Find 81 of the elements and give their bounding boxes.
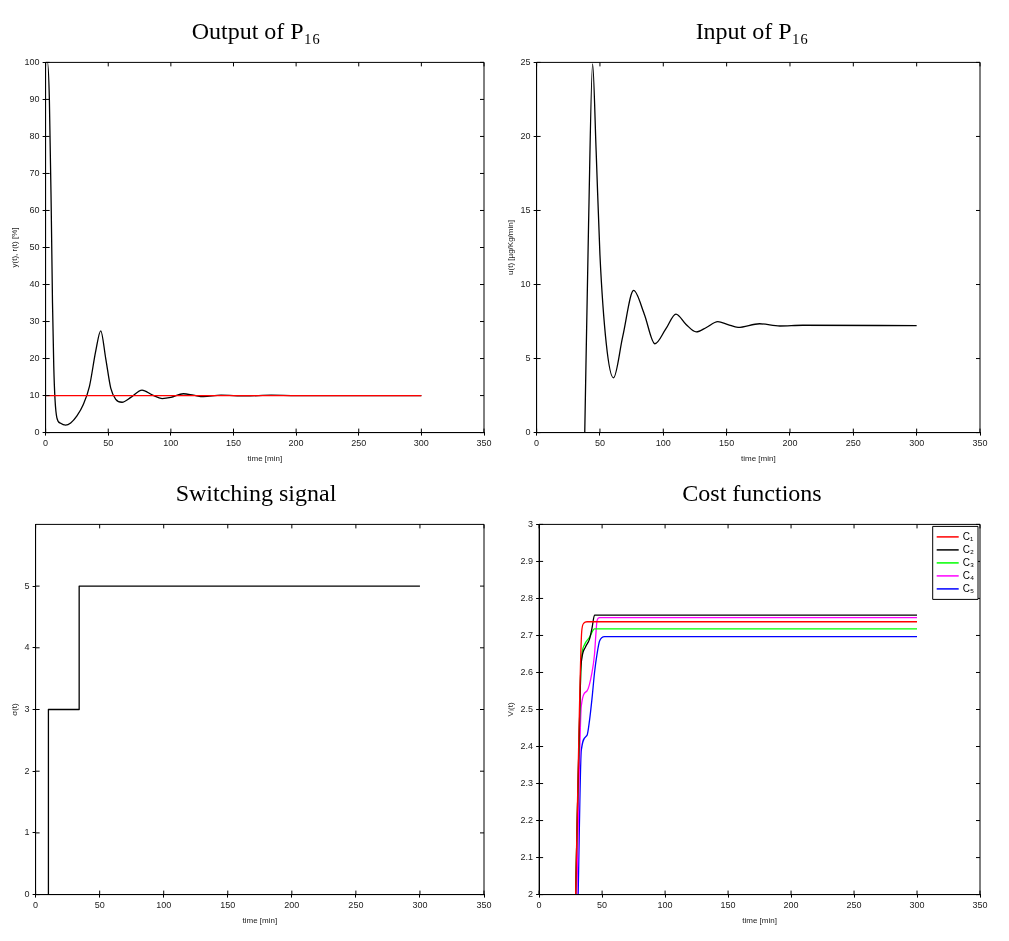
y-tick-label: 90: [29, 93, 40, 104]
y-tick-label: 5: [24, 580, 30, 591]
x-axis-title: time [min]: [740, 454, 776, 464]
x-tick-label: 250: [348, 900, 364, 911]
y-axis-title: Vᵢ(t): [506, 702, 515, 717]
y-tick-label: 5: [525, 353, 531, 364]
y-tick-label: 25: [520, 56, 531, 67]
x-tick-label: 100: [655, 438, 671, 449]
x-tick-label: 100: [657, 900, 673, 911]
y-tick-label: 50: [29, 241, 40, 252]
x-tick-label: 150: [719, 438, 735, 449]
y-tick-label: 0: [34, 427, 40, 438]
y-tick-label: 2: [528, 889, 534, 900]
y-axis-title: u(t) [µg/Kg/min]: [506, 220, 515, 275]
x-tick-label: 50: [597, 900, 608, 911]
x-tick-label: 350: [476, 438, 492, 449]
x-tick-label: 350: [476, 900, 492, 911]
x-tick-label: 200: [783, 900, 799, 911]
x-tick-label: 0: [536, 900, 542, 911]
x-axis-title: time [min]: [742, 916, 777, 926]
legend-label: C₁: [962, 530, 974, 542]
x-tick-label: 350: [972, 438, 988, 449]
x-tick-label: 300: [413, 438, 429, 449]
y-tick-label: 2.8: [520, 592, 534, 603]
x-axis-title: time [min]: [247, 454, 283, 464]
x-tick-label: 100: [163, 438, 179, 449]
x-tick-label: 150: [225, 438, 242, 449]
y-axis-title: σ(t): [10, 702, 19, 716]
y-tick-label: 4: [24, 642, 30, 653]
y-tick-label: 3: [24, 703, 30, 714]
x-tick-label: 350: [972, 900, 988, 911]
y-tick-label: 2.9: [520, 555, 534, 566]
x-tick-label: 100: [156, 900, 172, 911]
y-tick-label: 70: [29, 167, 40, 178]
y-tick-label: 20: [29, 353, 40, 364]
chart-title: Switching signal: [174, 479, 338, 508]
chart-title: Cost functions: [681, 479, 823, 508]
x-tick-label: 50: [594, 438, 605, 449]
y-tick-label: 40: [29, 279, 40, 289]
legend-label: C₃: [962, 556, 974, 568]
x-tick-label: 250: [846, 900, 862, 911]
y-tick-label: 20: [520, 130, 531, 141]
y-tick-label: 10: [520, 279, 531, 289]
x-tick-label: 150: [220, 900, 236, 911]
x-tick-label: 50: [94, 900, 105, 911]
x-tick-label: 200: [284, 900, 300, 911]
x-tick-label: 200: [782, 438, 798, 449]
x-tick-label: 300: [909, 438, 925, 449]
y-tick-label: 2.5: [520, 703, 534, 714]
x-tick-label: 200: [288, 438, 304, 449]
y-tick-label: 2.2: [520, 815, 534, 826]
y-tick-label: 15: [520, 204, 531, 215]
y-tick-label: 1: [24, 827, 30, 838]
y-tick-label: 100: [24, 56, 40, 67]
y-tick-label: 30: [29, 316, 40, 327]
y-tick-label: 80: [29, 130, 40, 141]
y-tick-label: 2.6: [520, 666, 534, 677]
legend-label: C₅: [962, 582, 974, 594]
y-tick-label: 2.1: [520, 852, 534, 863]
x-tick-label: 300: [909, 900, 925, 911]
chart-title: Input of P₁₆: [694, 17, 810, 46]
legend-label: C₄: [962, 569, 975, 581]
legend-label: C₂: [962, 543, 974, 555]
x-tick-label: 250: [845, 438, 861, 449]
x-tick-label: 150: [720, 900, 736, 911]
x-tick-label: 250: [351, 438, 367, 449]
y-tick-label: 0: [525, 427, 531, 438]
y-tick-label: 2.7: [520, 629, 534, 640]
x-tick-label: 0: [43, 438, 49, 449]
x-axis-title: time [min]: [242, 916, 278, 926]
y-tick-label: 10: [29, 390, 40, 401]
x-tick-label: 300: [412, 900, 428, 911]
y-axis-title: y(t), r(t) [%]: [10, 227, 19, 268]
y-tick-label: 60: [29, 204, 40, 215]
y-tick-label: 2.4: [520, 741, 534, 751]
x-tick-label: 50: [103, 438, 114, 449]
chart-title: Output of P₁₆: [190, 17, 322, 46]
y-tick-label: 0: [24, 889, 30, 900]
y-tick-label: 2.3: [520, 778, 534, 789]
y-tick-label: 2: [24, 765, 30, 776]
y-tick-label: 3: [528, 518, 534, 529]
